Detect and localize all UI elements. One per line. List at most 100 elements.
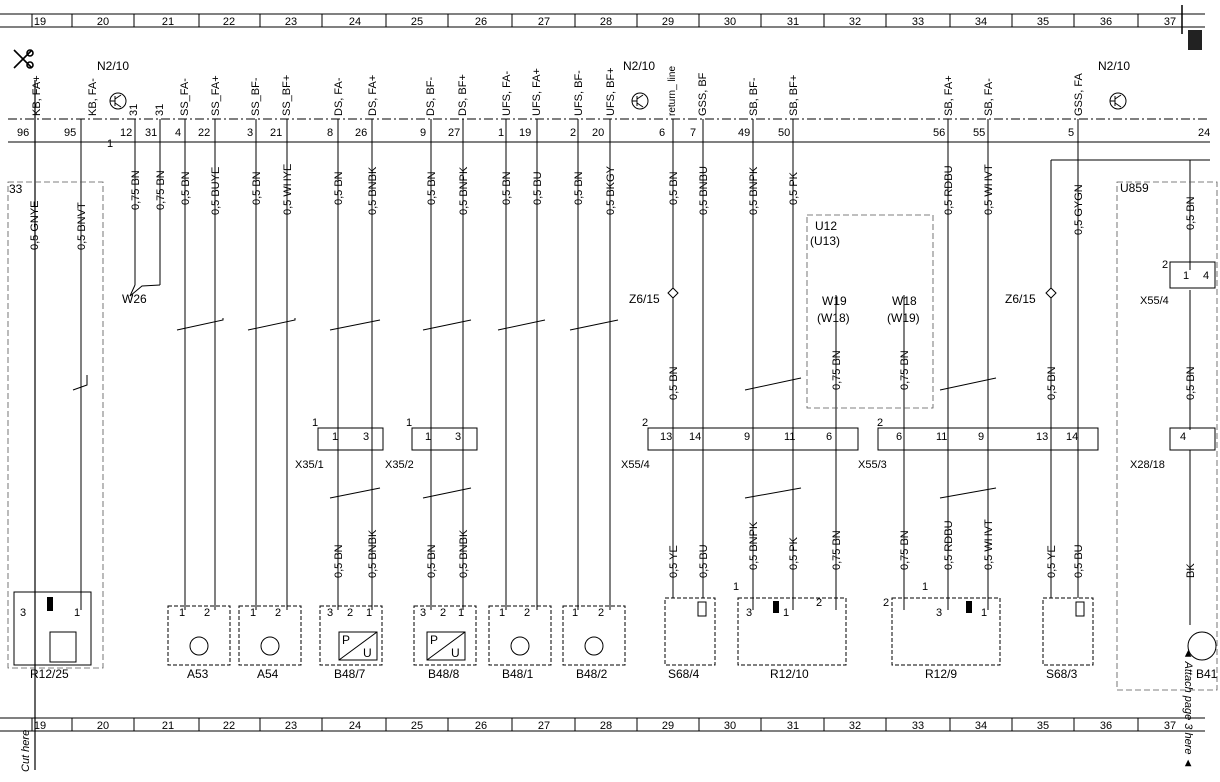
- pressure-glyph-letter: P: [430, 633, 438, 647]
- pressure-glyph-letter: U: [363, 646, 372, 660]
- component-pin: 1: [733, 581, 739, 593]
- grid-number: 30: [724, 16, 736, 28]
- grid-number: 31: [787, 720, 799, 732]
- grid-number: 27: [538, 720, 550, 732]
- pin-signal-label: DS, FA-: [333, 77, 345, 116]
- pin-number: 96: [17, 127, 29, 139]
- wire-labels-mid: 0,5 BN 0,75 BN 0,75 BN 0,5 BN 0,5 BN: [668, 350, 1197, 400]
- pin-signal-label: SB, BF+: [788, 75, 800, 116]
- connector-pin: 9: [744, 431, 750, 443]
- grid-number: 27: [538, 16, 550, 28]
- pin-number: 26: [355, 127, 367, 139]
- grid-ruler-bottom: [0, 717, 1205, 732]
- grid-number: 24: [349, 16, 361, 28]
- wire-color-label: 0,5 YE: [668, 545, 680, 578]
- component-pin: 1: [499, 607, 505, 619]
- pin-signal-label: SS_FA-: [179, 78, 191, 116]
- transistor-icon: [109, 92, 127, 110]
- pressure-sensor-b48-7: [319, 605, 383, 666]
- component-pin: 1: [572, 607, 578, 619]
- pin-number-labels: 96 95 12 31 4 22 3 21 8 26 9 27 1 19 2 2…: [17, 127, 1210, 139]
- module-label: N2/10: [97, 59, 129, 73]
- pin-number: 1: [498, 127, 504, 139]
- attach-page-label: ◄ Attach page 3 here ◄: [1182, 648, 1194, 768]
- pin-number: 55: [973, 127, 985, 139]
- component-name: A54: [257, 667, 279, 681]
- wire-color-label: 0,5 BNPK: [748, 166, 760, 215]
- transistor-icon: [510, 636, 530, 656]
- connector-pin: 2: [642, 417, 648, 429]
- sensor-b48-2: [562, 605, 626, 666]
- component-pin: 2: [275, 607, 281, 619]
- grid-number: 34: [975, 720, 987, 732]
- component-pin: 3: [327, 607, 333, 619]
- connector-pin: 14: [689, 431, 701, 443]
- pressure-sensor-b48-8: [413, 605, 477, 666]
- heater-r12-25: [13, 591, 92, 666]
- wire-color-label: 0,5 BN: [501, 171, 513, 205]
- component-pin: 2: [204, 607, 210, 619]
- grid-number: 22: [223, 720, 235, 732]
- grid-number: 19: [34, 720, 46, 732]
- pin-signal-label: GSS, BF: [697, 72, 709, 116]
- connector-pin: 6: [896, 431, 902, 443]
- wire-bundle-label: (W19): [887, 311, 920, 325]
- component-name: B48/8: [428, 667, 460, 681]
- grid-number: 36: [1100, 16, 1112, 28]
- wire-bundle-label: W26: [122, 292, 147, 306]
- twisted-pair-marks: [72, 318, 997, 499]
- cut-here-label: Cut here: [20, 730, 32, 772]
- component-pin: 1: [366, 607, 372, 619]
- grid-number: 32: [849, 720, 861, 732]
- wire-labels-low: 0,5 BN 0,5 BNBK 0,5 BN 0,5 BNBK 0,5 YE 0…: [333, 519, 1197, 578]
- pin-number: 20: [592, 127, 604, 139]
- wire-color-label: 0,5 PK: [788, 536, 800, 570]
- pin-number: 5: [1068, 127, 1074, 139]
- wire-color-label: 0,5 BNPK: [748, 521, 760, 570]
- connector-pin: 3: [455, 431, 461, 443]
- grid-number: 28: [600, 720, 612, 732]
- wire-color-label: 0,5 YE: [1046, 545, 1058, 578]
- connector-pin: 4: [1180, 431, 1186, 443]
- scissors-icon: [13, 49, 34, 69]
- grid-number: 35: [1037, 720, 1049, 732]
- component-pin: 3: [20, 607, 26, 619]
- component-pin: 2: [440, 607, 446, 619]
- component-pin: 2: [816, 597, 822, 609]
- wire-color-label: 0,75 BN: [831, 530, 843, 570]
- component-label: U859: [1120, 181, 1149, 195]
- connector-blocks: [317, 261, 1216, 451]
- component-name: B48/2: [576, 667, 608, 681]
- page-corner-icon: [1188, 30, 1202, 50]
- connector-pin: 14: [1066, 431, 1078, 443]
- connector-pin: 11: [936, 431, 947, 443]
- grid-number: 21: [162, 16, 174, 28]
- pin-number: 27: [448, 127, 460, 139]
- component-name: B41: [1196, 667, 1218, 681]
- wire-color-label: 0,5 BN: [180, 171, 192, 205]
- component-pin: 3: [420, 607, 426, 619]
- pin-signal-label: GSS, FA: [1073, 73, 1085, 116]
- wire-bundle-label: W18: [892, 294, 917, 308]
- bus-pin-label: 1: [107, 138, 113, 150]
- heater-r12-10: [737, 597, 847, 666]
- component-name: B48/1: [502, 667, 534, 681]
- pin-signal-label: return_ line: [667, 66, 678, 116]
- component-label: (U13): [810, 234, 840, 248]
- wire-color-label: 0,75 BN: [899, 350, 911, 390]
- pin-signal-label: DS, FA+: [367, 75, 379, 116]
- component-name: R12/9: [925, 667, 957, 681]
- wire-color-label: 0,5 RDBU: [943, 520, 955, 570]
- wire-color-label: 0,5 BN: [1185, 366, 1197, 400]
- splice-label: Z6/15: [1005, 292, 1036, 306]
- splice-label: Z6/15: [629, 292, 660, 306]
- pin-signal-label: SB, FA+: [943, 75, 955, 116]
- pin-signal-labels: KB, FA+ KB, FA- 31 31 SS_FA- SS_FA+ SS_B…: [31, 66, 1085, 116]
- component-pin: 2: [524, 607, 530, 619]
- grid-ticks: [31, 14, 1139, 731]
- connector-pin: 2: [877, 417, 883, 429]
- splice-icon: [667, 287, 1057, 299]
- wire-color-label: 0,5 BN: [668, 366, 680, 400]
- component-pin: 2: [883, 597, 889, 609]
- switch-s68-4: [664, 597, 716, 666]
